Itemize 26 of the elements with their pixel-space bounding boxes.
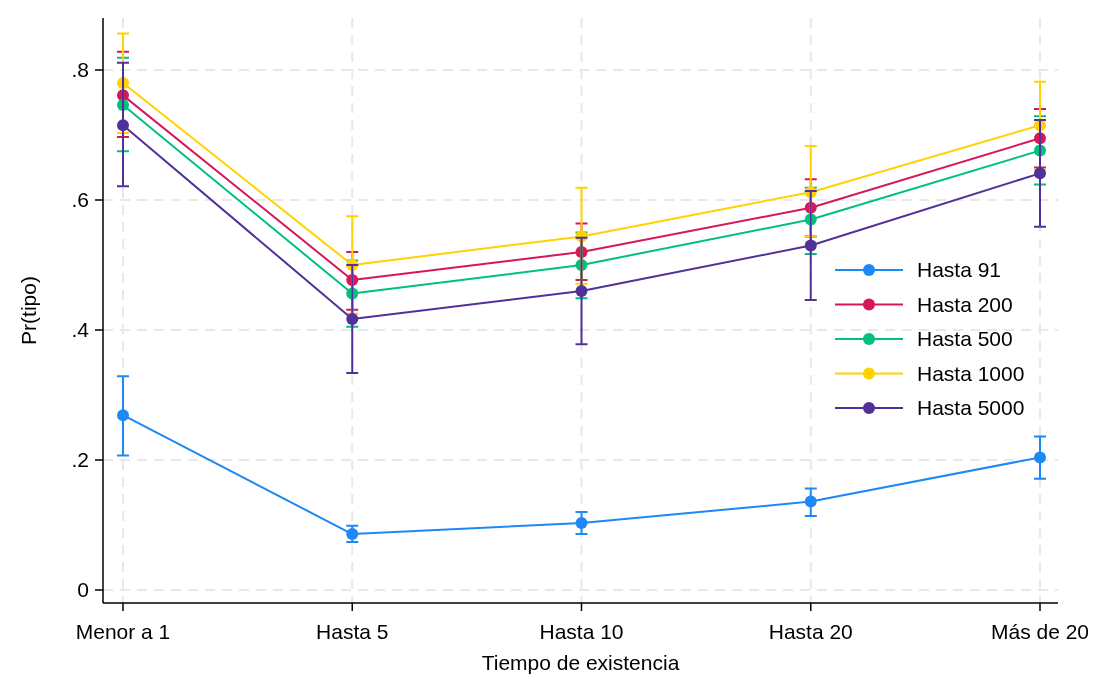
x-tick-label: Hasta 5 [316, 620, 389, 643]
point [804, 495, 817, 508]
y-tick-label: .4 [71, 318, 90, 342]
y-tick-label: 0 [77, 578, 89, 602]
point [1034, 167, 1046, 180]
x-axis-title: Tiempo de existencia [481, 651, 680, 674]
legend-label: Hasta 500 [917, 327, 1013, 351]
x-tick-label: Menor a 1 [75, 620, 171, 643]
point [804, 239, 817, 252]
point [117, 119, 129, 132]
y-tick-label: .6 [71, 188, 89, 212]
y-tick-label: .8 [71, 58, 89, 82]
legend-label: Hasta 1000 [917, 361, 1025, 385]
legend-label: Hasta 200 [917, 292, 1013, 316]
x-tick-label: Hasta 20 [768, 620, 853, 643]
y-axis-title: Pr(tipo) [17, 276, 40, 345]
legend-label: Hasta 91 [917, 258, 1002, 282]
point [1034, 451, 1046, 464]
legend-label: Hasta 5000 [917, 396, 1025, 420]
point [346, 312, 359, 325]
x-tick-label: Más de 20 [990, 620, 1090, 643]
x-tick-label: Hasta 10 [539, 620, 624, 643]
point [575, 517, 588, 530]
point [117, 409, 129, 422]
point [575, 285, 588, 297]
y-tick-label: .2 [71, 448, 89, 472]
